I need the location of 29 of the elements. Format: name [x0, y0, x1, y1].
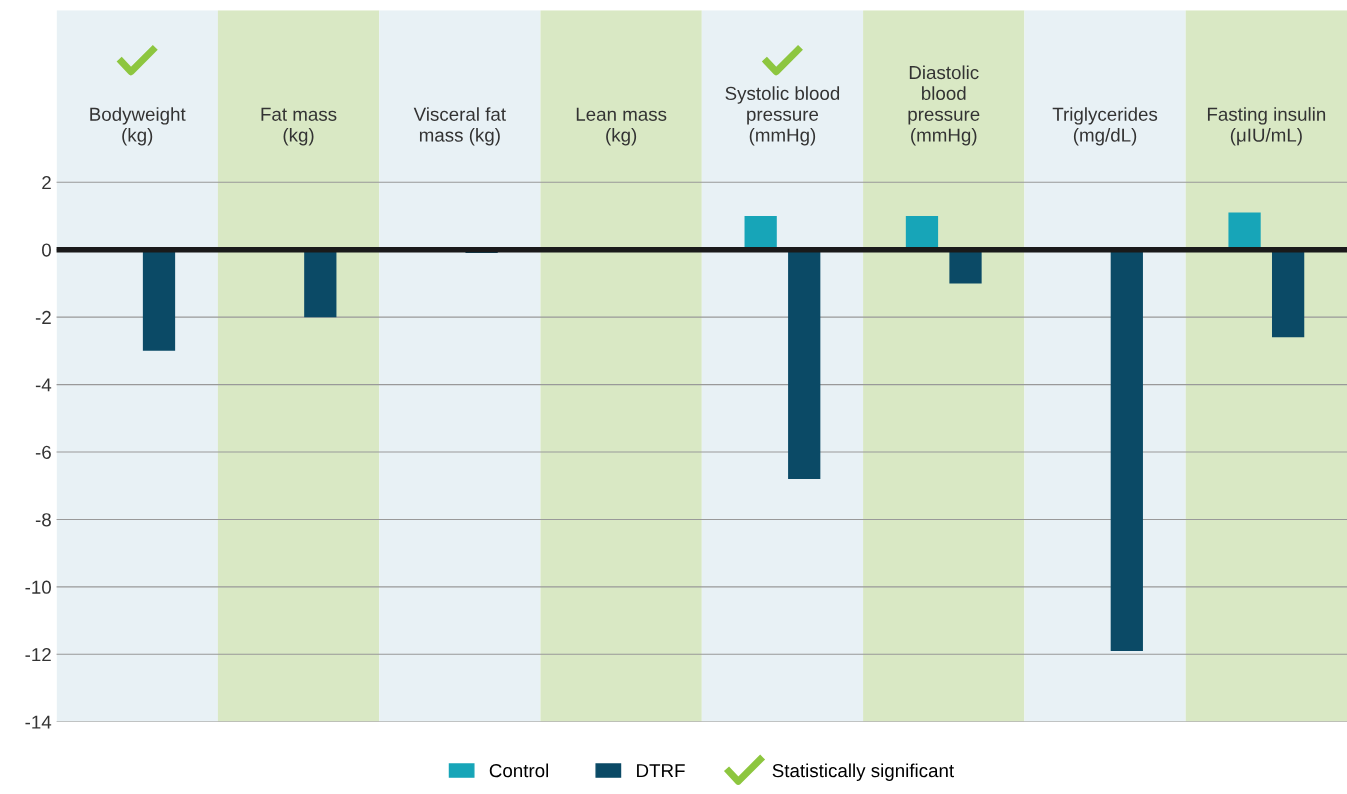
- legend-label: DTRF: [637, 764, 685, 778]
- x-tick-label: Bodyweight (kg): [90, 107, 186, 146]
- bar: [1110, 249, 1143, 651]
- legend-label: Statistically significant: [772, 763, 954, 781]
- y-tick-label: -2: [35, 310, 51, 324]
- y-tick-label: 2: [42, 175, 51, 190]
- y-tick-label: -12: [25, 648, 51, 662]
- y-tick-label: -4: [35, 378, 52, 392]
- x-tick-label: Systolic blood pressure (mmHg): [725, 86, 840, 146]
- x-tick-label: Diastolic blood pressure (mmHg): [908, 65, 980, 146]
- bar: [949, 249, 982, 284]
- y-tick-label: -10: [25, 580, 51, 594]
- y-tick-label: 0: [42, 243, 51, 257]
- x-tick-label: Fat mass (kg): [261, 107, 337, 146]
- x-tick-label: Visceral fat mass (kg): [413, 107, 506, 146]
- bar: [744, 215, 777, 250]
- bar: [304, 249, 337, 318]
- x-tick-label: Triglycerides (mg/dL): [1052, 107, 1158, 146]
- bar: [905, 215, 939, 250]
- bar: [1228, 212, 1261, 250]
- x-tick-label: Fasting insulin (μIU/mL): [1207, 107, 1326, 146]
- legend-label: Control: [489, 763, 549, 778]
- y-tick-label: -8: [35, 513, 51, 527]
- bar: [142, 249, 176, 351]
- bar: [1271, 249, 1305, 338]
- bar: [788, 249, 821, 479]
- x-tick-label: Lean mass (kg): [576, 107, 667, 146]
- y-tick-label: -14: [25, 715, 52, 729]
- y-tick-label: -6: [35, 445, 51, 459]
